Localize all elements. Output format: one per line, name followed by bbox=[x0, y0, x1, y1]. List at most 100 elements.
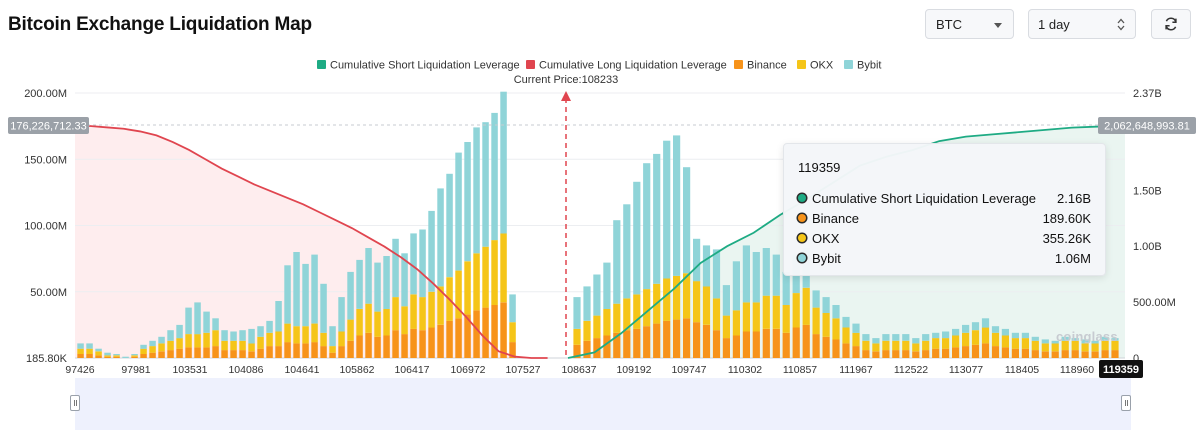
short-side-okx-bar bbox=[991, 332, 1000, 347]
long-side-bybit-bar bbox=[392, 238, 399, 298]
short-marker-label: 2,062,648,993.81 bbox=[1104, 121, 1190, 133]
short-side-bybit-bar bbox=[812, 290, 820, 308]
short-side-binance-bar bbox=[583, 340, 591, 358]
period-select-value: 1 day bbox=[1038, 16, 1070, 32]
chart-legend[interactable]: Cumulative Short Liquidation Leverage Cum… bbox=[317, 60, 881, 87]
long-side-okx-bar bbox=[293, 326, 300, 344]
long-side-bybit-bar bbox=[140, 344, 147, 349]
long-side-bybit-bar bbox=[473, 127, 480, 254]
legend-swatch bbox=[844, 60, 853, 69]
range-handle-right[interactable] bbox=[1121, 395, 1131, 411]
y-left-tick-label: 200.00M bbox=[24, 88, 67, 100]
long-area-fill bbox=[75, 124, 531, 358]
short-side-binance-bar bbox=[593, 338, 601, 358]
long-side-okx-bar bbox=[176, 338, 183, 349]
tooltip-header: 119359 bbox=[798, 160, 841, 175]
short-side-bybit-bar bbox=[981, 318, 990, 328]
short-side-okx-bar bbox=[902, 340, 910, 351]
long-side-okx-bar bbox=[239, 340, 246, 351]
long-side-bybit-bar bbox=[230, 331, 237, 341]
long-side-binance-bar bbox=[437, 324, 444, 358]
range-handle-left[interactable] bbox=[70, 395, 80, 411]
period-select[interactable]: 1 day bbox=[1028, 9, 1136, 39]
long-side-binance-bar bbox=[266, 346, 273, 358]
coin-select[interactable]: BTC bbox=[925, 9, 1014, 39]
x-tick-label: 97426 bbox=[65, 364, 94, 376]
refresh-button[interactable] bbox=[1151, 9, 1191, 39]
long-side-binance-bar bbox=[104, 356, 111, 358]
x-tick-label: 111967 bbox=[839, 364, 873, 376]
long-side-okx-bar bbox=[194, 334, 201, 348]
long-side-binance-bar bbox=[491, 305, 498, 358]
y-right-tick-label: 1.50B bbox=[1133, 185, 1162, 197]
long-side-okx-bar bbox=[95, 351, 102, 356]
tooltip-row: Binance 189.60K bbox=[798, 208, 1091, 228]
short-side-bybit-bar bbox=[673, 135, 681, 276]
short-side-binance-bar bbox=[1031, 350, 1039, 358]
short-side-binance-bar bbox=[693, 322, 701, 358]
short-side-bybit-bar bbox=[902, 334, 910, 341]
long-side-binance-bar bbox=[158, 351, 165, 358]
short-side-bybit-bar bbox=[722, 285, 730, 316]
short-side-binance-bar bbox=[1111, 350, 1119, 358]
coin-select-value: BTC bbox=[936, 16, 962, 32]
tooltip-series-name: Cumulative Short Liquidation Leverage bbox=[812, 190, 1037, 206]
long-side-binance-bar bbox=[410, 328, 417, 358]
long-side-okx-bar bbox=[185, 334, 192, 348]
short-side-bybit-bar bbox=[932, 332, 940, 339]
short-side-okx-bar bbox=[912, 343, 920, 352]
short-side-okx-bar bbox=[962, 332, 970, 347]
tooltip-series-value: 2.16B bbox=[1057, 190, 1091, 206]
x-tick-label: 105862 bbox=[339, 364, 374, 376]
long-side-bybit-bar bbox=[464, 142, 471, 262]
long-side-okx-bar bbox=[86, 348, 93, 354]
short-side-bybit-bar bbox=[882, 334, 890, 341]
long-side-okx-bar bbox=[131, 355, 138, 357]
short-side-okx-bar bbox=[1071, 340, 1079, 351]
long-side-okx-bar bbox=[482, 246, 489, 308]
short-side-bybit-bar bbox=[1021, 332, 1029, 339]
short-side-okx-bar bbox=[663, 278, 671, 321]
short-side-bybit-bar bbox=[1081, 339, 1089, 344]
long-side-bybit-bar bbox=[419, 229, 426, 298]
short-side-bybit-bar bbox=[922, 334, 930, 341]
long-side-bybit-bar bbox=[374, 262, 381, 312]
long-side-bybit-bar bbox=[131, 354, 138, 356]
short-side-bybit-bar bbox=[603, 262, 611, 309]
caret-down-icon bbox=[994, 23, 1002, 28]
short-side-bybit-bar bbox=[693, 238, 701, 282]
range-scroller[interactable] bbox=[75, 378, 1131, 430]
short-side-okx-bar bbox=[782, 305, 790, 333]
long-side-bybit-bar bbox=[356, 259, 363, 309]
long-side-bybit-bar bbox=[122, 356, 129, 358]
x-tick-label: 118405 bbox=[1005, 364, 1039, 376]
long-side-okx-bar bbox=[500, 233, 507, 303]
long-side-bybit-bar bbox=[176, 324, 183, 339]
short-side-okx-bar bbox=[1091, 343, 1099, 352]
y-right-tick-label: 2.37B bbox=[1133, 88, 1162, 100]
y-left-tick-label: 150.00M bbox=[24, 154, 67, 166]
long-side-okx-bar bbox=[329, 346, 336, 353]
short-side-okx-bar bbox=[693, 281, 701, 323]
tooltip-series-name: OKX bbox=[812, 230, 840, 246]
short-side-okx-bar bbox=[832, 318, 840, 340]
tooltip-row: Cumulative Short Liquidation Leverage 2.1… bbox=[798, 188, 1091, 208]
long-side-bybit-bar bbox=[437, 188, 444, 287]
long-side-okx-bar bbox=[419, 297, 426, 331]
short-side-okx-bar bbox=[971, 330, 980, 345]
long-side-okx-bar bbox=[212, 330, 219, 347]
long-side-okx-bar bbox=[401, 306, 408, 335]
short-side-okx-bar bbox=[802, 287, 810, 325]
short-side-okx-bar bbox=[1041, 343, 1049, 352]
x-tick-label: 118960 bbox=[1060, 364, 1094, 376]
short-side-binance-bar bbox=[762, 328, 770, 358]
long-side-binance-bar bbox=[419, 330, 426, 358]
short-marker-badge bbox=[1098, 117, 1196, 134]
long-side-bybit-bar bbox=[320, 283, 327, 333]
long-side-okx-bar bbox=[464, 261, 471, 315]
x-tick-label: 106417 bbox=[394, 364, 429, 376]
short-side-okx-bar bbox=[852, 332, 860, 347]
long-side-binance-bar bbox=[95, 355, 102, 358]
long-side-bybit-bar bbox=[455, 152, 462, 271]
x-tick-label: 109747 bbox=[671, 364, 706, 376]
